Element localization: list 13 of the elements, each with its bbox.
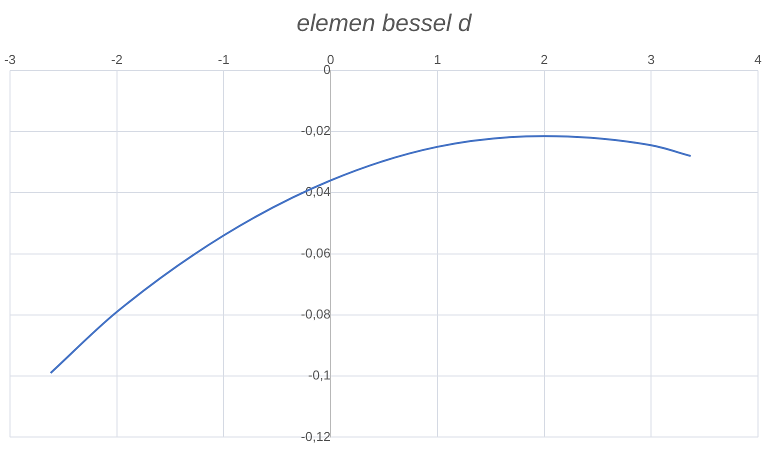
x-tick-label: 2 (540, 52, 548, 68)
x-tick-label: 3 (648, 52, 655, 68)
x-tick-label: 4 (754, 52, 762, 68)
y-tick-label: -0,12 (300, 428, 331, 444)
x-tick-label: 1 (434, 52, 442, 68)
y-tick-label: -0,06 (300, 245, 331, 260)
y-tick-label: -0,02 (300, 123, 331, 138)
x-tick-label: -3 (4, 52, 16, 68)
chart-title: elemen bessel d (296, 10, 472, 38)
x-tick-label: -2 (111, 52, 123, 68)
x-tick-label: -1 (218, 52, 230, 68)
y-tick-label: -0,08 (300, 306, 331, 322)
y-tick-label: -0,1 (308, 368, 331, 383)
